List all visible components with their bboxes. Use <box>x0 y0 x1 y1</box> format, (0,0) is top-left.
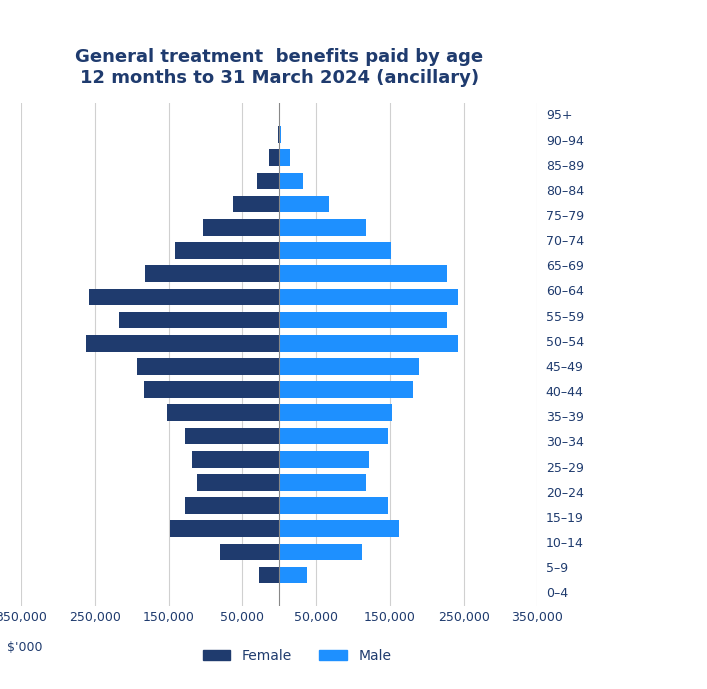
Bar <box>279 219 366 236</box>
Bar <box>279 172 303 189</box>
Bar <box>221 544 279 560</box>
Bar <box>279 196 329 212</box>
Bar <box>204 219 279 236</box>
Text: 25–29: 25–29 <box>546 462 584 475</box>
Bar <box>279 358 419 375</box>
Text: 80–84: 80–84 <box>546 185 584 198</box>
Bar <box>197 474 279 491</box>
Text: 35–39: 35–39 <box>546 411 584 424</box>
Bar <box>119 311 279 329</box>
Bar <box>233 196 279 212</box>
Bar <box>175 242 279 259</box>
Bar <box>259 567 279 584</box>
Text: $'000: $'000 <box>7 641 42 654</box>
Bar <box>185 428 279 444</box>
Bar <box>279 126 281 143</box>
Bar <box>279 242 392 259</box>
Bar <box>86 335 279 351</box>
Bar <box>279 474 366 491</box>
Bar <box>279 404 392 421</box>
Text: 70–74: 70–74 <box>546 235 584 248</box>
Bar <box>278 126 279 143</box>
Bar <box>192 451 279 468</box>
Text: 45–49: 45–49 <box>546 361 584 374</box>
Bar <box>279 289 457 305</box>
Bar <box>89 289 279 305</box>
Text: 95+: 95+ <box>546 110 572 123</box>
Title: General treatment  benefits paid by age
12 months to 31 March 2024 (ancillary): General treatment benefits paid by age 1… <box>75 48 484 87</box>
Text: 0–4: 0–4 <box>546 587 568 600</box>
Text: 15–19: 15–19 <box>546 512 584 525</box>
Text: 5–9: 5–9 <box>546 562 568 575</box>
Bar <box>279 497 388 514</box>
Text: 50–54: 50–54 <box>546 336 584 349</box>
Bar <box>185 497 279 514</box>
Bar <box>279 265 448 282</box>
Text: 55–59: 55–59 <box>546 311 584 324</box>
Bar <box>279 567 308 584</box>
Text: 90–94: 90–94 <box>546 134 584 147</box>
Text: 65–69: 65–69 <box>546 260 584 274</box>
Bar <box>167 404 279 421</box>
Text: 10–14: 10–14 <box>546 537 584 550</box>
Bar <box>279 311 448 329</box>
Bar <box>137 358 279 375</box>
Bar <box>145 265 279 282</box>
Text: 20–24: 20–24 <box>546 486 584 500</box>
Bar <box>279 520 399 537</box>
Legend: Female, Male: Female, Male <box>197 643 397 668</box>
Bar <box>279 544 362 560</box>
Text: 40–44: 40–44 <box>546 386 584 399</box>
Bar <box>257 172 279 189</box>
Bar <box>279 451 369 468</box>
Text: 60–64: 60–64 <box>546 285 584 298</box>
Text: 75–79: 75–79 <box>546 210 584 223</box>
Bar <box>279 150 290 166</box>
Bar <box>279 335 457 351</box>
Bar <box>269 150 279 166</box>
Bar <box>144 381 279 398</box>
Bar <box>279 381 414 398</box>
Text: 30–34: 30–34 <box>546 436 584 449</box>
Bar <box>170 520 279 537</box>
Text: 85–89: 85–89 <box>546 160 584 173</box>
Bar <box>279 428 388 444</box>
